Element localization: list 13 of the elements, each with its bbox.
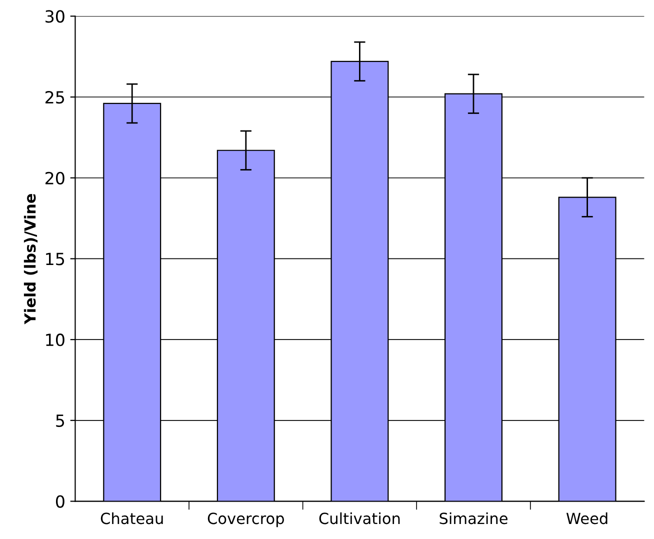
x-tick-label: Simazine [440, 512, 508, 524]
x-tick-label: Covercrop [208, 512, 284, 528]
y-tick-label: 15 [46, 252, 64, 266]
y-axis-title: Yield (lbs)/Vine [24, 194, 38, 324]
x-tick-label: Weed [566, 512, 608, 524]
y-tick-label: 5 [56, 414, 64, 427]
y-tick-label: 25 [46, 90, 64, 104]
y-tick-label: 0 [56, 495, 64, 508]
x-tick-label: Chateau [100, 512, 163, 524]
y-tick-label: 30 [46, 10, 64, 23]
y-tick-label: 20 [46, 172, 64, 184]
x-tick-label: Cultivation [319, 512, 400, 524]
y-tick-label: 10 [46, 334, 64, 346]
